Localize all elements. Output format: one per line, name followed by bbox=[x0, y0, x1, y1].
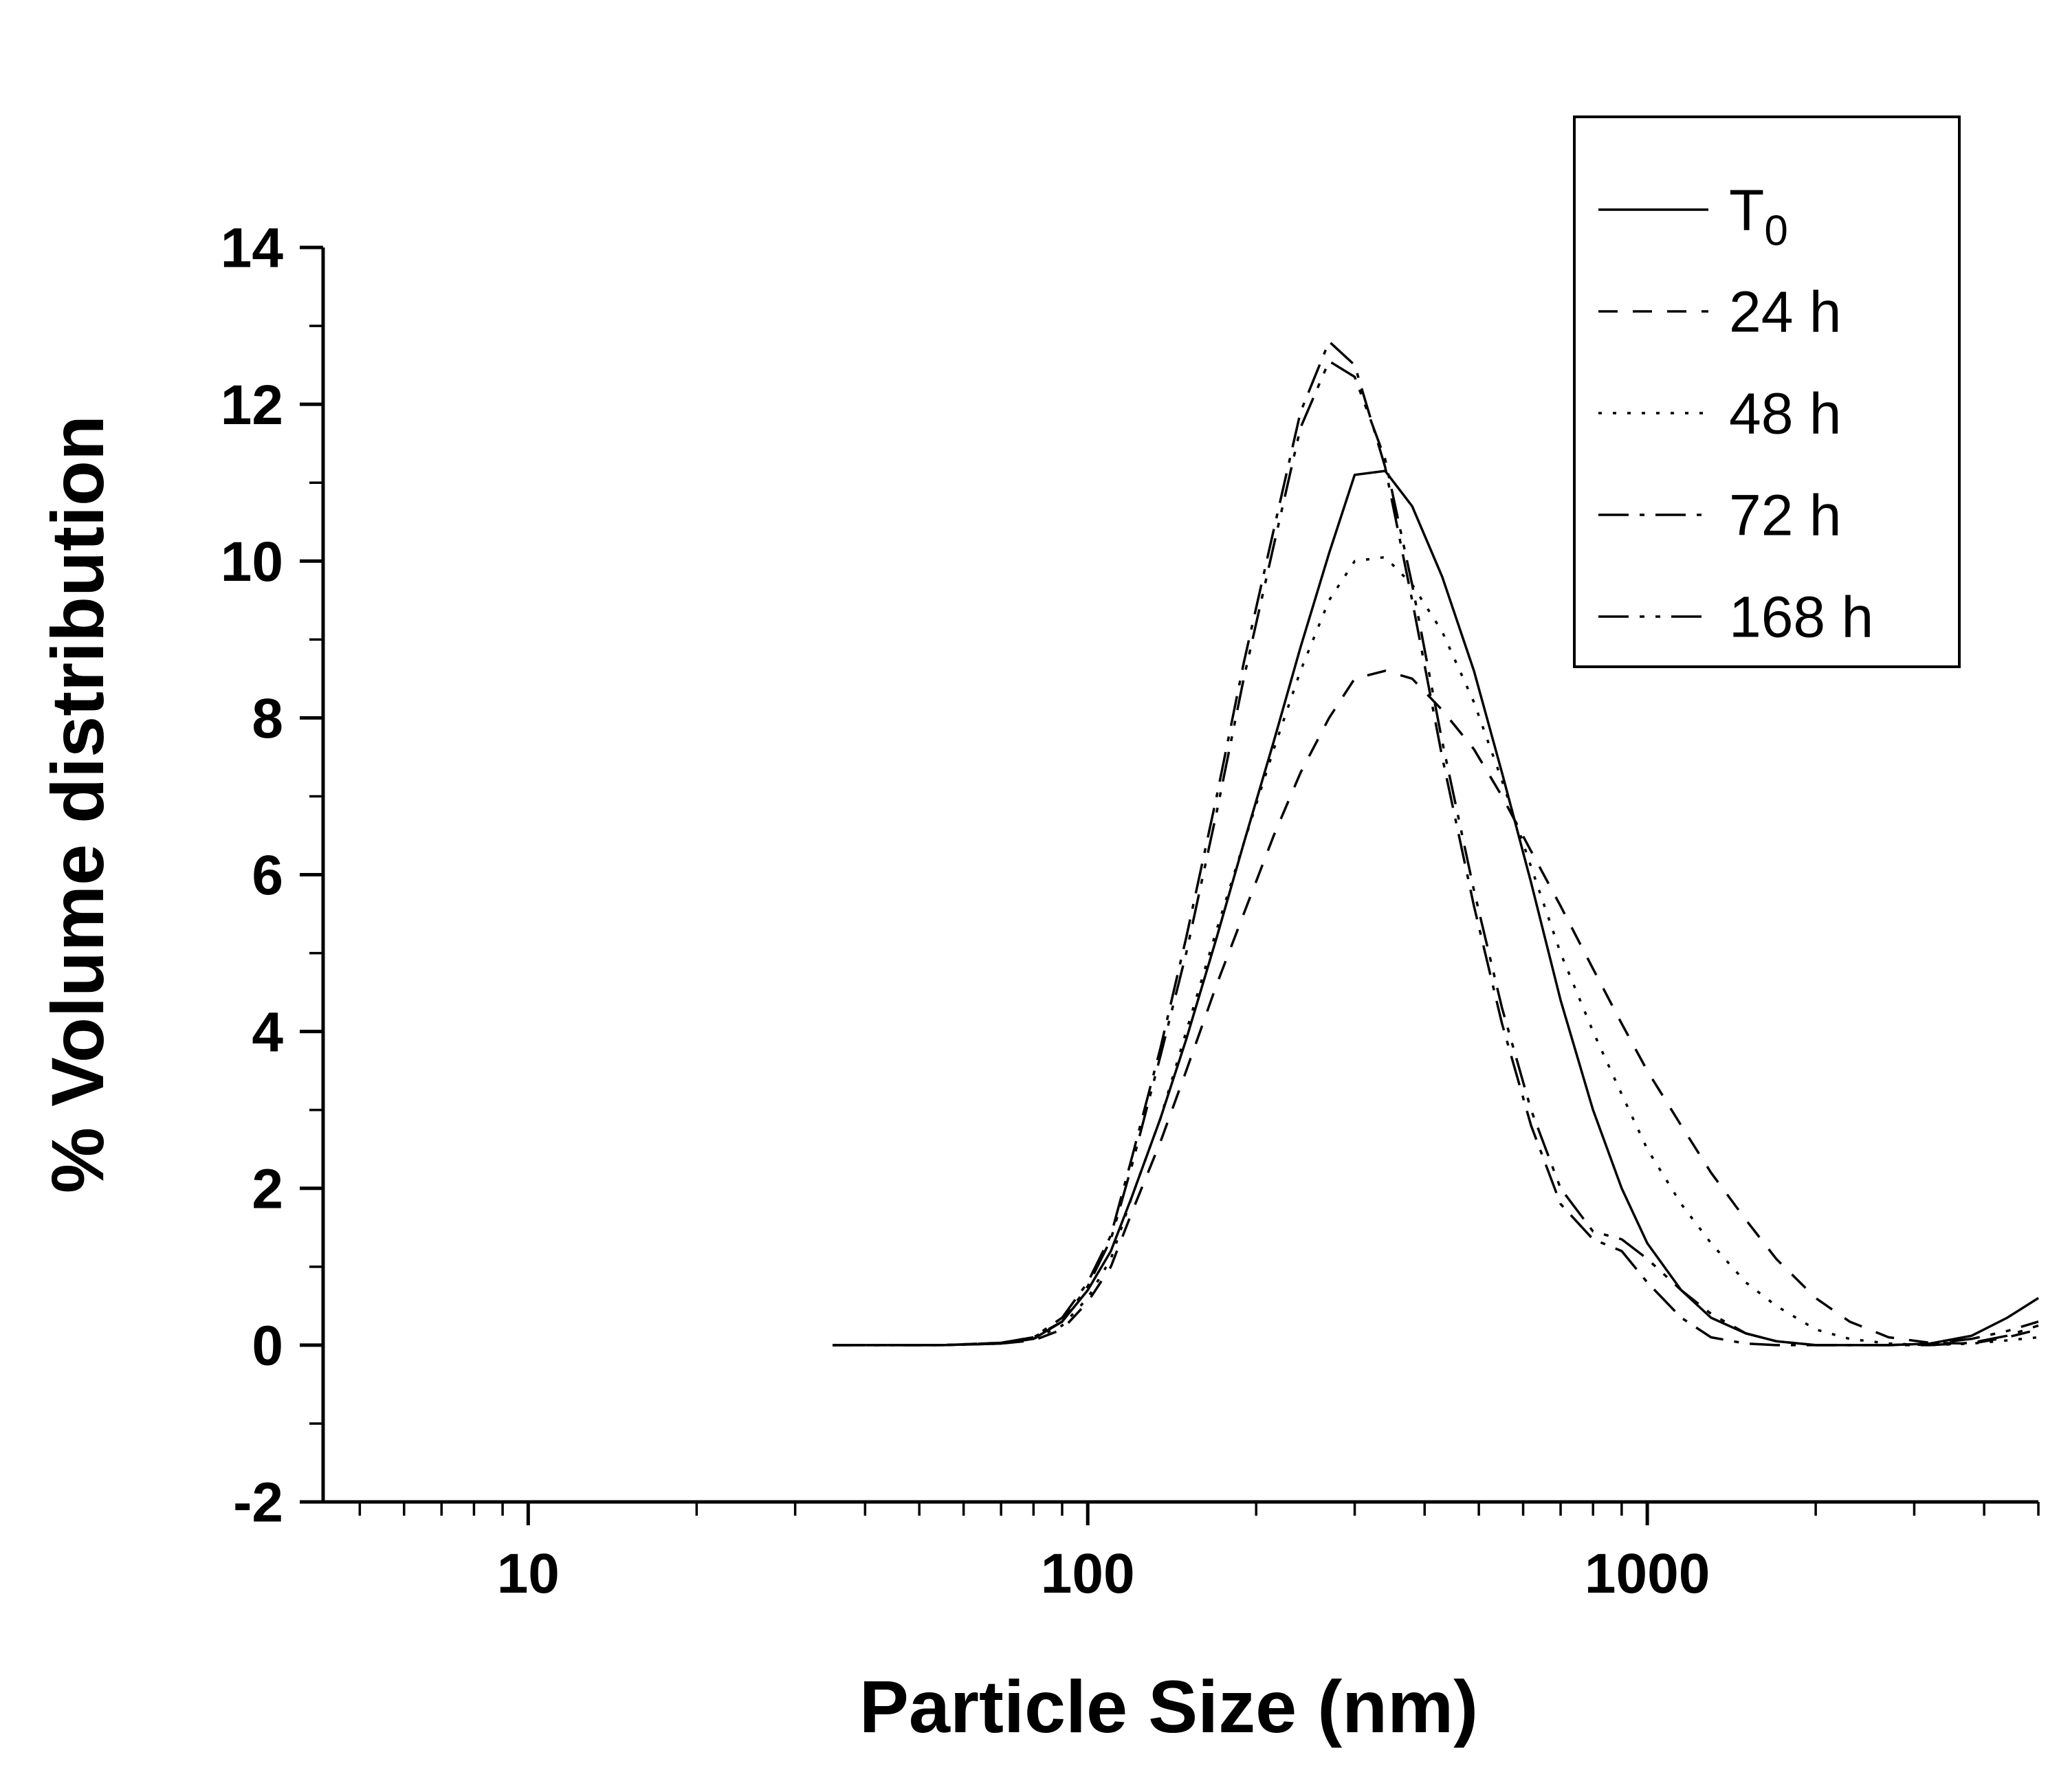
y-tick-label: 8 bbox=[252, 687, 283, 750]
y-tick-label: 6 bbox=[252, 844, 283, 907]
x-tick-label: 1000 bbox=[1585, 1542, 1710, 1605]
legend-label-168h: 168 h bbox=[1729, 584, 1873, 649]
series-lines bbox=[833, 340, 2039, 1347]
y-tick-label: 0 bbox=[252, 1315, 283, 1378]
y-tick-label: 14 bbox=[221, 217, 284, 280]
legend-label-T0: T0 bbox=[1729, 177, 1788, 254]
y-tick-label: 2 bbox=[252, 1158, 283, 1220]
y-tick-label: 12 bbox=[221, 374, 283, 436]
axes: -2 0 2 4 6 8 10 12 14 10 100 1000 bbox=[221, 217, 2040, 1605]
y-tick-label: -2 bbox=[233, 1472, 283, 1534]
x-axis-title: Particle Size (nm) bbox=[859, 1665, 1478, 1748]
legend: T0 24 h 48 h 72 h 168 h bbox=[1573, 115, 1961, 668]
legend-label-24h: 24 h bbox=[1729, 279, 1842, 344]
y-tick-label: 10 bbox=[221, 531, 283, 593]
y-tick-label: 4 bbox=[252, 1001, 283, 1063]
x-tick-label: 10 bbox=[497, 1542, 560, 1605]
x-tick-label: 100 bbox=[1041, 1542, 1135, 1605]
series-line-24h bbox=[833, 670, 2039, 1347]
y-axis-title: % Volume distribution bbox=[36, 415, 119, 1193]
series-line-168h bbox=[833, 359, 2039, 1347]
legend-label-48h: 48 h bbox=[1729, 381, 1842, 445]
series-line-48h bbox=[833, 555, 2039, 1347]
legend-label-72h: 72 h bbox=[1729, 483, 1842, 547]
